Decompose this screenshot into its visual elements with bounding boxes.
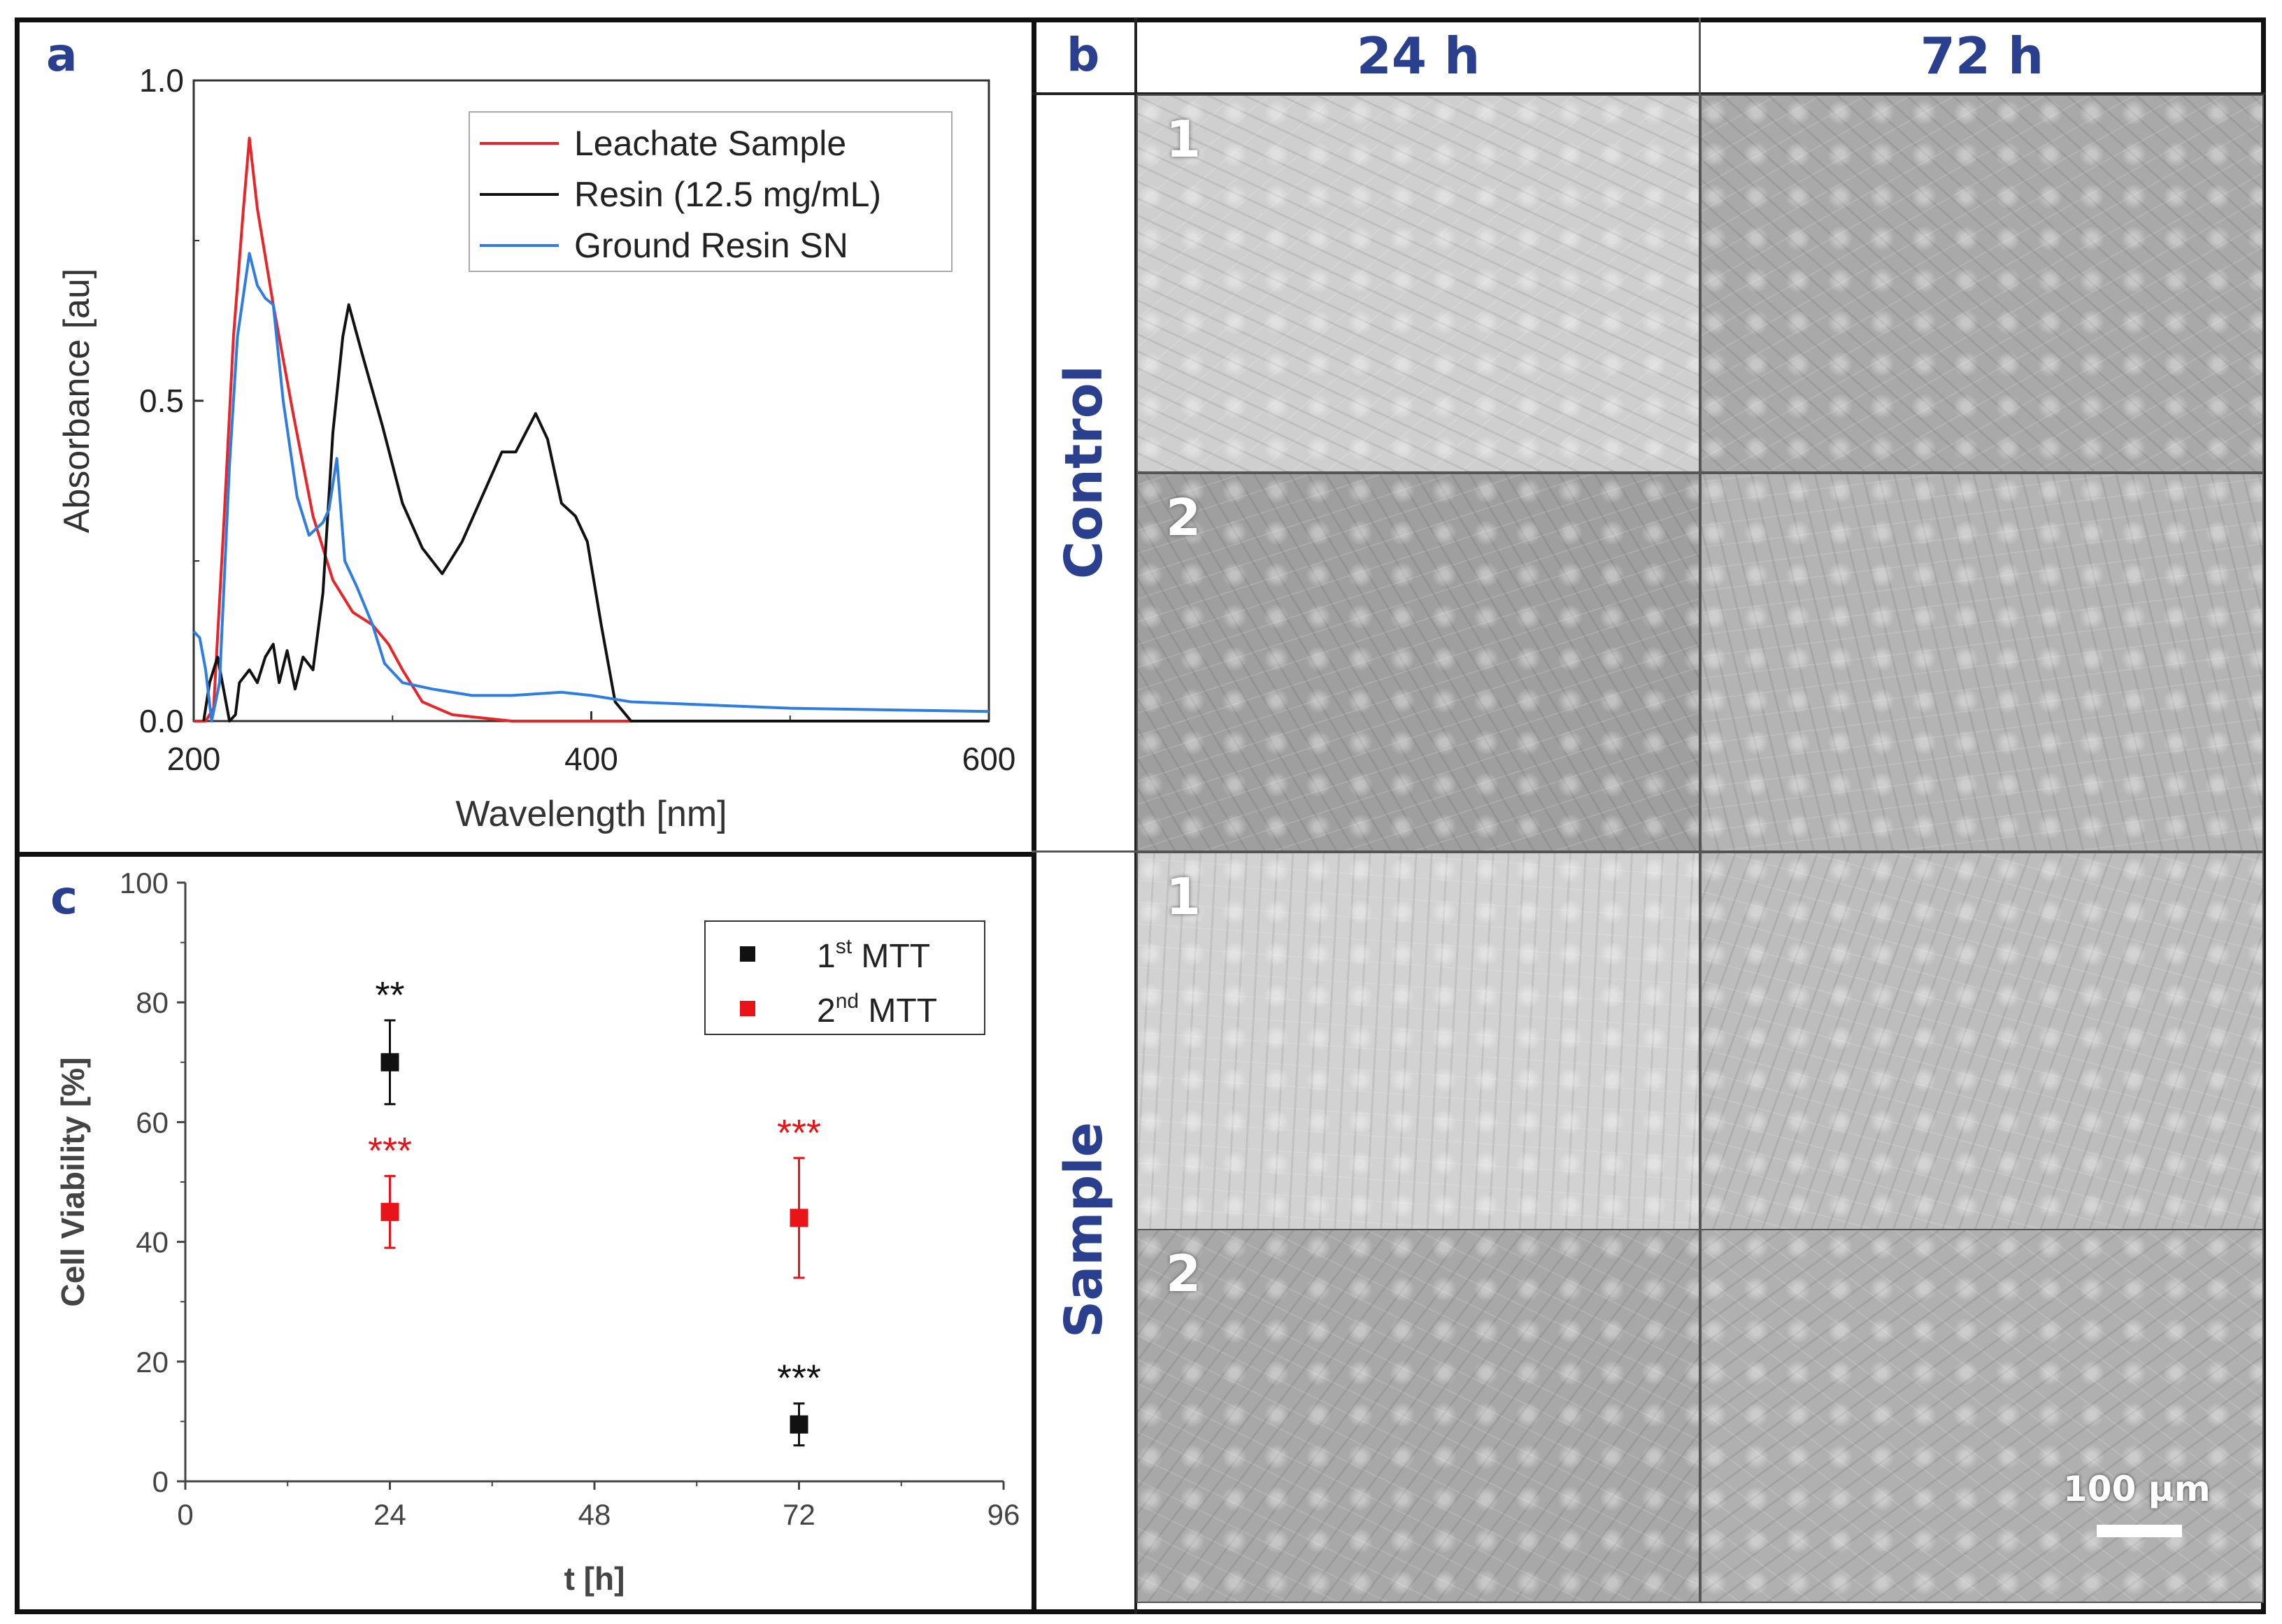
panel-b-header-line — [1032, 92, 2266, 95]
micrograph-sample-2-72h — [1700, 1229, 2264, 1603]
column-header-24h: 24 h — [1356, 27, 1481, 85]
tile-number: 2 — [1166, 1244, 1201, 1303]
x-tick-label: 200 — [167, 741, 221, 777]
y-tick-label: 100 — [120, 867, 169, 899]
micrograph-sample-1-72h — [1700, 852, 2264, 1230]
x-axis-label: Wavelength [nm] — [455, 794, 727, 834]
y-tick-label: 80 — [136, 986, 169, 1019]
y-axis-label: Cell Viability [%] — [55, 1057, 91, 1306]
x-tick-label: 72 — [783, 1498, 815, 1531]
series-line-2 — [192, 252, 990, 722]
significance-label: ** — [375, 974, 404, 1016]
panel-c-label: c — [50, 871, 78, 925]
micrograph-sample-2-24h: 2 — [1136, 1229, 1700, 1603]
x-axis-label: t [h] — [564, 1560, 625, 1597]
x-tick-label: 48 — [578, 1498, 611, 1531]
tile-number: 2 — [1166, 488, 1201, 547]
x-tick-label: 600 — [962, 741, 1016, 777]
data-point — [380, 1053, 399, 1071]
y-tick-label: 20 — [136, 1346, 169, 1379]
x-tick-label: 24 — [373, 1498, 406, 1531]
significance-label: *** — [368, 1130, 412, 1171]
row-label-control: Control — [1054, 365, 1114, 579]
y-axis-label: Absorbance [au] — [57, 269, 97, 534]
y-tick-label: 60 — [136, 1106, 169, 1139]
micrograph-control-2-24h: 2 — [1136, 473, 1700, 852]
x-tick-label: 96 — [987, 1498, 1020, 1531]
panel-b-row-divider — [1032, 850, 1136, 853]
y-tick-label: 40 — [136, 1226, 169, 1259]
panel-b-col-divider — [1134, 17, 1137, 1614]
column-header-72h: 72 h — [1920, 27, 2044, 85]
y-tick-label: 1.0 — [139, 62, 184, 99]
data-point — [790, 1209, 808, 1227]
legend-label: Leachate Sample — [574, 124, 846, 163]
legend-label: 1st MTT — [817, 935, 930, 975]
x-tick-label: 400 — [564, 741, 618, 777]
y-tick-label: 0 — [152, 1465, 169, 1498]
panel-b-label: b — [1067, 28, 1100, 82]
y-tick-label: 0.0 — [139, 703, 184, 739]
legend-label: 2nd MTT — [817, 990, 937, 1030]
legend-marker — [740, 1001, 755, 1016]
scale-bar-label: 100 µm — [2063, 1469, 2211, 1509]
series-line-1 — [202, 303, 989, 722]
panel-b-col-divider — [1699, 17, 1701, 94]
data-point — [380, 1202, 399, 1221]
legend-marker — [740, 946, 755, 962]
y-tick-label: 0.5 — [139, 383, 184, 419]
x-tick-label: 0 — [177, 1498, 193, 1531]
absorbance-chart: 0.0 0.5 1.0 200 400 600 Wavelength [nm] Absorba… — [57, 62, 1016, 834]
legend-label: Ground Resin SN — [574, 226, 848, 265]
data-point — [790, 1415, 808, 1434]
legend-label: Resin (12.5 mg/mL) — [574, 175, 881, 214]
micrograph-sample-1-24h: 1 — [1136, 852, 1700, 1230]
panel-a-label: a — [46, 28, 78, 82]
micrograph-control-2-72h — [1700, 473, 2264, 852]
tile-number: 1 — [1166, 110, 1201, 169]
tile-number: 1 — [1166, 867, 1201, 926]
micrograph-control-1-72h — [1700, 94, 2264, 473]
micrograph-control-1-24h: 1 — [1136, 94, 1700, 473]
scale-bar — [2097, 1525, 2182, 1537]
significance-label: *** — [777, 1112, 821, 1154]
series-line-0 — [194, 136, 989, 722]
significance-label: *** — [777, 1358, 821, 1399]
row-label-sample: Sample — [1054, 1122, 1114, 1338]
viability-chart: 0 20 40 60 80 100 0 24 48 72 96 t [h] Cell Viability… — [55, 867, 1020, 1597]
